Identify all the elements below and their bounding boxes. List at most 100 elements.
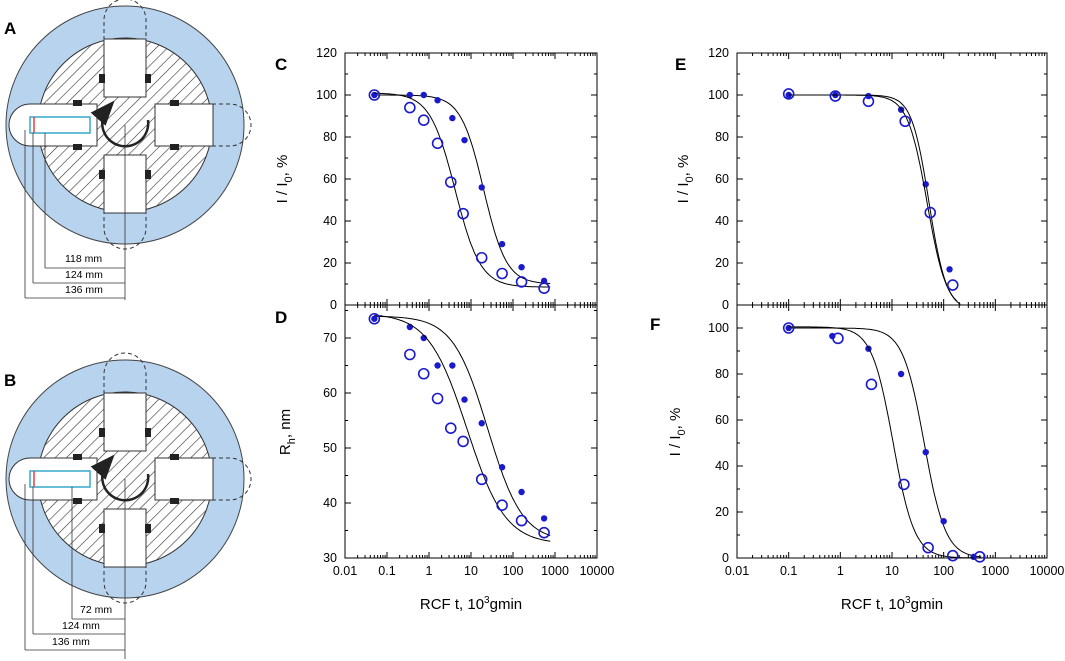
data-point-filled — [461, 396, 468, 403]
data-point-open — [496, 499, 508, 512]
fit-curve-filled — [788, 327, 982, 558]
panel-label-d: D — [275, 308, 287, 327]
data-point-open — [444, 176, 457, 188]
sample-cell — [29, 116, 91, 134]
y-tick-label: 50 — [323, 441, 337, 455]
fit-curve-filled — [374, 94, 551, 284]
data-point-filled — [498, 464, 506, 471]
y-tick-label: 20 — [323, 256, 337, 270]
bucket-right — [154, 103, 214, 147]
y-tick-label: 120 — [316, 46, 337, 60]
data-point-filled — [449, 362, 456, 369]
x-tick-label: 1 — [426, 564, 433, 578]
data-point-open — [865, 378, 878, 391]
data-point-filled — [540, 277, 548, 285]
data-point-open — [496, 267, 508, 280]
data-point-open — [457, 435, 469, 448]
data-point-open — [368, 312, 381, 325]
data-point-open — [924, 206, 937, 219]
y-tick-label: 100 — [708, 88, 729, 102]
chart-panel-f: F 0.01 0.1 1 10 100 1000 10000 RCF t, 103gmin 0 20… — [650, 304, 1064, 613]
rotation-arrow-icon — [90, 100, 150, 148]
dimension-label: 136 mm — [52, 636, 90, 648]
x-axis-label: RCF t, 103gmin — [841, 595, 943, 613]
data-point-filled — [478, 184, 485, 191]
data-point-open — [515, 276, 528, 288]
data-point-open — [946, 279, 959, 291]
y-axis-label: I / I0, % — [667, 408, 688, 457]
swing-outline-top — [103, 0, 147, 40]
x-tick-label: 100 — [503, 564, 524, 578]
panel-label-f: F — [650, 315, 660, 334]
y-tick-label: 40 — [715, 214, 729, 228]
data-point-filled — [785, 91, 792, 99]
dimension-label: 124 mm — [65, 269, 103, 281]
data-point-filled — [371, 315, 378, 322]
y-axis-label: I / I0, % — [675, 155, 696, 204]
x-tick-label: 1000 — [541, 564, 569, 578]
y-tick-label: 60 — [715, 413, 729, 427]
data-point-filled — [420, 91, 427, 99]
data-point-filled — [434, 97, 441, 104]
y-tick-label: 40 — [715, 459, 729, 473]
dimension-lines — [24, 125, 126, 300]
fit-curve-filled — [374, 315, 551, 536]
y-tick-label: 20 — [715, 505, 729, 519]
x-axis-label: RCF t, 103gmin — [420, 595, 522, 613]
data-point-open — [973, 551, 986, 563]
panel-label-b: B — [4, 371, 16, 390]
dimension-lines — [24, 479, 126, 659]
data-point-open — [538, 282, 550, 295]
y-axis-label: Rh, nm — [277, 409, 298, 455]
panel-label-e: E — [675, 55, 686, 74]
data-point-filled — [922, 449, 929, 456]
y-tick-label: 30 — [323, 551, 337, 565]
data-point-open — [404, 101, 416, 114]
bucket-right — [154, 457, 214, 501]
chart-panel-e: E 0 20 40 60 80 100 120 I / I0, % — [675, 46, 1048, 312]
y-tick-label: 80 — [715, 130, 729, 144]
data-point-open — [417, 367, 430, 380]
x-tick-label: 0.01 — [333, 564, 357, 578]
data-point-open — [444, 422, 457, 435]
data-point-filled — [518, 488, 525, 496]
sample-cell — [29, 470, 91, 488]
panel-label-a: A — [4, 19, 16, 38]
y-tick-label: 60 — [323, 172, 337, 186]
data-point-filled — [371, 91, 378, 99]
y-tick-label: 80 — [715, 367, 729, 381]
data-point-filled — [406, 91, 414, 99]
chart-panel-c: C 0 20 40 60 80 100 120 I / I0, % — [274, 46, 598, 312]
y-tick-label: 70 — [323, 331, 337, 345]
data-point-open — [862, 95, 875, 108]
data-point-open — [475, 473, 488, 486]
data-point-open — [898, 478, 910, 491]
data-point-filled — [478, 420, 485, 427]
x-tick-label: 100 — [933, 564, 954, 578]
x-tick-label: 0.1 — [780, 564, 797, 578]
fit-curve-open — [374, 314, 551, 542]
data-point-open — [922, 541, 934, 554]
data-point-open — [899, 115, 911, 128]
plot-frame — [736, 304, 1048, 559]
data-point-filled — [461, 136, 468, 144]
data-point-open — [457, 207, 469, 220]
data-point-filled — [940, 518, 947, 525]
x-tick-label: 10 — [464, 564, 478, 578]
x-tick-label: 10000 — [580, 564, 615, 578]
data-point-filled — [946, 266, 953, 273]
y-tick-label: 0 — [722, 551, 729, 565]
y-axis-label: I / I0, % — [274, 155, 295, 204]
bucket-top — [103, 38, 147, 98]
y-tick-label: 0 — [722, 298, 729, 312]
data-point-open — [515, 514, 528, 527]
swing-outline-top — [103, 352, 147, 394]
data-point-open — [431, 137, 444, 150]
pivot-pins — [73, 428, 179, 533]
plot-frame — [344, 52, 598, 306]
data-point-open — [829, 90, 842, 102]
bucket-top — [103, 392, 147, 452]
y-tick-label: 100 — [708, 321, 729, 335]
